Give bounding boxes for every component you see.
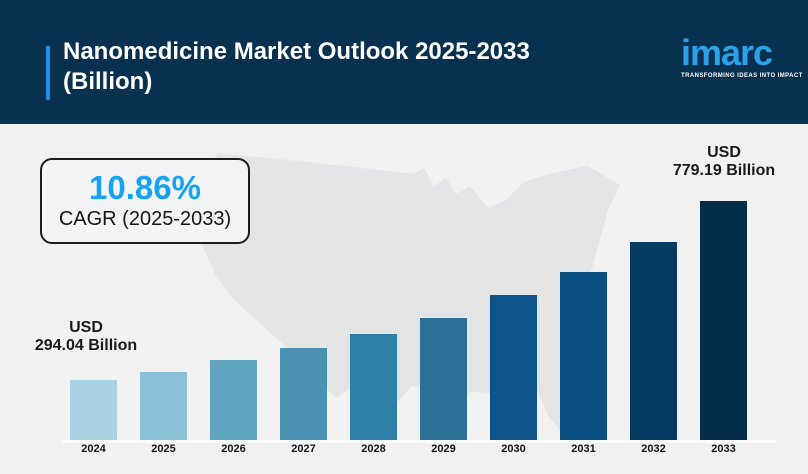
last-bar-value-label: USD 779.19 Billion	[662, 144, 786, 179]
bar-2025	[140, 372, 187, 440]
page-title-line2: (Billion)	[63, 68, 153, 95]
cagr-period-label: CAGR (2025-2033)	[58, 208, 232, 230]
bar-2032	[630, 242, 677, 440]
bar-2027	[280, 348, 327, 440]
page-title-line1: Nanomedicine Market Outlook 2025-2033	[63, 38, 530, 65]
x-axis-label-2033: 2033	[711, 443, 736, 455]
bar-2033	[700, 201, 747, 440]
chart-area: 10.86% CAGR (2025-2033) USD 294.04 Billi…	[0, 124, 808, 474]
bar-2024	[70, 380, 117, 440]
bar-2030	[490, 295, 537, 440]
x-axis-label-2031: 2031	[571, 443, 596, 455]
bar-2028	[350, 334, 397, 440]
first-bar-value-amount: 294.04 Billion	[34, 336, 138, 354]
cagr-callout-box: 10.86% CAGR (2025-2033)	[40, 158, 250, 244]
first-bar-value-currency: USD	[69, 319, 103, 336]
cagr-value: 10.86%	[89, 169, 201, 206]
last-bar-value-currency: USD	[707, 144, 741, 161]
bar-2029	[420, 318, 467, 440]
x-axis-label-2030: 2030	[501, 443, 526, 455]
x-axis-label-2025: 2025	[151, 443, 176, 455]
title-accent-bar	[46, 46, 50, 100]
x-axis-label-2032: 2032	[641, 443, 666, 455]
bar-2031	[560, 272, 607, 440]
bar-chart: 2024 2025 2026 2027 2028 2029 2030 2031 2032 2033	[0, 124, 808, 474]
imarc-logo-wordmark: imarc	[681, 32, 773, 73]
imarc-logo-tagline: TRANSFORMING IDEAS INTO IMPACT	[681, 73, 803, 79]
x-axis-label-2028: 2028	[361, 443, 386, 455]
header: Nanomedicine Market Outlook 2025-2033 (B…	[0, 0, 808, 124]
bar-2026	[210, 360, 257, 440]
x-axis-label-2024: 2024	[81, 443, 106, 455]
x-axis-label-2026: 2026	[221, 443, 246, 455]
imarc-logo: imarc TRANSFORMING IDEAS INTO IMPACT	[681, 32, 803, 80]
x-axis-label-2027: 2027	[291, 443, 316, 455]
last-bar-value-amount: 779.19 Billion	[672, 161, 776, 179]
page-title: Nanomedicine Market Outlook 2025-2033 (B…	[63, 37, 563, 97]
x-axis-label-2029: 2029	[431, 443, 456, 455]
first-bar-value-label: USD 294.04 Billion	[26, 319, 146, 354]
x-axis-line	[62, 440, 776, 443]
